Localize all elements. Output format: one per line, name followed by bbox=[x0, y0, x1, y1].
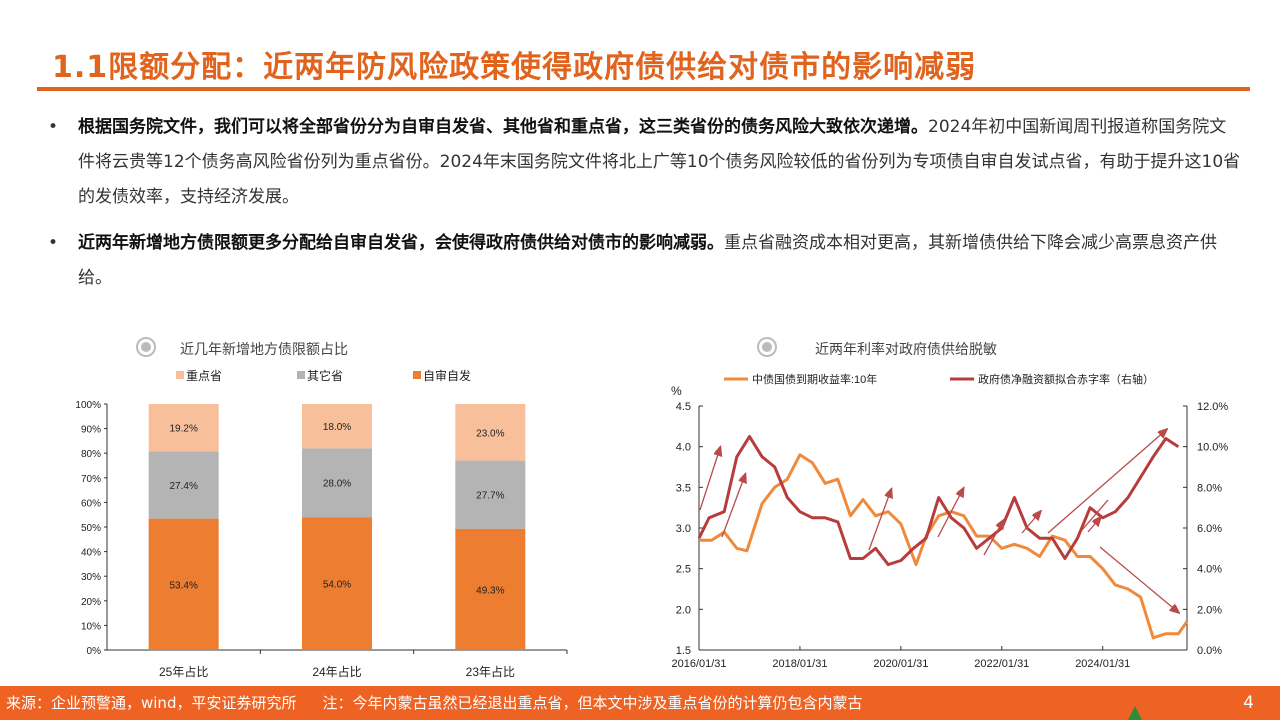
y-tick-label: 50% bbox=[81, 523, 101, 534]
bullet-text: 2024年初中国新闻周刊报道称国务院文件将云贵等12个债务高风险省份列为重点省份… bbox=[78, 117, 1241, 207]
legend: 中债国债到期收益率:10年 政府债净融资额拟合赤字率（右轴） bbox=[724, 372, 1154, 386]
data-label: 53.4% bbox=[169, 580, 197, 591]
arrow-up bbox=[721, 475, 745, 538]
y2-tick-label: 4.0% bbox=[1197, 564, 1222, 576]
data-label: 49.3% bbox=[476, 585, 504, 596]
y-tick-label: 3.0 bbox=[676, 523, 691, 535]
arrow-down bbox=[1099, 546, 1178, 612]
data-label: 23.0% bbox=[476, 428, 504, 439]
y-tick-label: 20% bbox=[81, 597, 101, 608]
x-tick-label: 23年占比 bbox=[466, 664, 515, 679]
legend-label: 政府债净融资额拟合赤字率（右轴） bbox=[978, 372, 1154, 386]
y-tick-label: 1.5 bbox=[676, 645, 691, 657]
x-tick-label: 2016/01/31 bbox=[671, 658, 726, 670]
logo-icon bbox=[1128, 706, 1142, 720]
y-tick-label: 60% bbox=[81, 498, 101, 509]
data-label: 27.7% bbox=[476, 491, 504, 502]
x-tick-label: 2022/01/31 bbox=[974, 658, 1029, 670]
y-tick-label: 3.5 bbox=[676, 482, 691, 494]
y2-tick-label: 2.0% bbox=[1197, 604, 1222, 616]
arrow-up bbox=[1047, 430, 1166, 534]
y-tick-label: 2.0 bbox=[676, 604, 691, 616]
bar-segment bbox=[455, 528, 526, 650]
footer-bar: 来源：企业预警通，wind，平安证券研究所 注：今年内蒙古虽然已经退出重点省，但本… bbox=[0, 686, 1280, 720]
arrow-up bbox=[868, 490, 891, 551]
page-number: 4 bbox=[1243, 693, 1254, 713]
y-tick-label: 4.5 bbox=[676, 401, 691, 413]
bullet-item: • 近两年新增地方债限额更多分配给自审自发省，会使得政府债供给对债市的影响减弱。… bbox=[48, 226, 1243, 296]
y-tick-label: 4.0 bbox=[676, 442, 691, 454]
arrow-up bbox=[699, 448, 720, 511]
legend-swatch bbox=[413, 371, 421, 379]
series-line bbox=[697, 435, 1180, 567]
legend-swatch bbox=[297, 371, 305, 379]
y-tick-label: 40% bbox=[81, 548, 101, 559]
title-bullet-icon bbox=[136, 337, 156, 357]
title-bullet-icon bbox=[757, 337, 777, 357]
bullet-dot: • bbox=[48, 117, 59, 137]
bullet-text: 重点省融资成本相对更高，其新增债供给下降会减少高票息资产供给。 bbox=[78, 233, 1217, 288]
legend-label: 自审自发 bbox=[423, 368, 471, 383]
x-tick-label: 24年占比 bbox=[312, 664, 361, 679]
stacked-bar-chart: 近几年新增地方债限额占比 重点省 其它省 自审自发 0% 10% 20% 30% 40% 50… bbox=[75, 337, 568, 679]
y-tick-label: 100% bbox=[75, 400, 101, 411]
bar-segment bbox=[302, 448, 372, 518]
legend-label: 其它省 bbox=[307, 368, 343, 383]
bar-segment bbox=[302, 404, 372, 449]
legend-label: 重点省 bbox=[186, 369, 222, 383]
legend-swatch bbox=[176, 371, 184, 379]
y-axis-label: % bbox=[671, 384, 682, 398]
arrow-up bbox=[983, 521, 1003, 556]
bullet-bold-text: 近两年新增地方债限额更多分配给自审自发省，会使得政府债供给对债市的影响减弱。 bbox=[78, 233, 724, 253]
chart-title: 近两年利率对政府债供给脱敏 bbox=[815, 341, 997, 357]
y-tick-label: 90% bbox=[81, 425, 101, 436]
bar-segment bbox=[455, 460, 526, 529]
title-divider bbox=[37, 87, 1250, 91]
bar-segment bbox=[148, 451, 219, 519]
arrow-up bbox=[1021, 512, 1040, 534]
x-tick-label: 2024/01/31 bbox=[1075, 658, 1130, 670]
trend-arrows bbox=[699, 430, 1178, 612]
y-tick-label: 10% bbox=[81, 621, 101, 632]
x-tick-label: 25年占比 bbox=[159, 664, 208, 679]
page-title: 1.1限额分配：近两年防风险政策使得政府债供给对债市的影响减弱 bbox=[52, 50, 977, 85]
bar-segment bbox=[148, 404, 219, 452]
bar-segment bbox=[455, 404, 526, 461]
data-label: 18.0% bbox=[323, 422, 351, 433]
legend: 重点省 其它省 自审自发 bbox=[176, 368, 471, 383]
bullet-dot: • bbox=[48, 233, 59, 253]
x-tick-label: 2020/01/31 bbox=[873, 658, 928, 670]
y-tick-label: 30% bbox=[81, 572, 101, 583]
data-label: 54.0% bbox=[323, 580, 351, 591]
title-bullet-icon-inner bbox=[762, 342, 772, 352]
arrow-up bbox=[1087, 518, 1100, 533]
x-tick-label: 2018/01/31 bbox=[772, 658, 827, 670]
y2-tick-label: 6.0% bbox=[1197, 523, 1222, 535]
y2-tick-label: 0.0% bbox=[1197, 645, 1222, 657]
data-label: 28.0% bbox=[323, 479, 351, 490]
arrow-segment bbox=[1081, 499, 1109, 531]
y2-tick-label: 10.0% bbox=[1197, 442, 1228, 454]
series-line bbox=[699, 453, 1189, 640]
data-label: 27.4% bbox=[169, 481, 197, 492]
y-tick-label: 70% bbox=[81, 474, 101, 485]
chart-title: 近几年新增地方债限额占比 bbox=[180, 341, 348, 357]
bar-segment bbox=[148, 518, 219, 650]
y-tick-label: 0% bbox=[87, 646, 102, 657]
note-text: 注：今年内蒙古虽然已经退出重点省，但本文中涉及重点省份的计算仍包含内蒙古 bbox=[322, 694, 863, 712]
bullet-bold-text: 根据国务院文件，我们可以将全部省份分为自审自发省、其他省和重点省，这三类省份的债… bbox=[78, 117, 928, 137]
y2-tick-label: 12.0% bbox=[1197, 401, 1228, 413]
arrow-up bbox=[937, 489, 963, 538]
source-text: 来源：企业预警通，wind，平安证券研究所 bbox=[6, 694, 297, 712]
bar-segment bbox=[302, 517, 372, 650]
y2-tick-label: 8.0% bbox=[1197, 482, 1222, 494]
line-chart: 近两年利率对政府债供给脱敏 % 中债国债到期收益率:10年 政府债净融资额拟合赤字… bbox=[671, 337, 1228, 670]
y-tick-label: 2.5 bbox=[676, 564, 691, 576]
data-label: 19.2% bbox=[169, 424, 197, 435]
legend-label: 中债国债到期收益率:10年 bbox=[752, 372, 877, 386]
bullet-item: • 根据国务院文件，我们可以将全部省份分为自审自发省、其他省和重点省，这三类省份… bbox=[48, 110, 1243, 215]
title-bullet-icon-inner bbox=[141, 342, 151, 352]
y-tick-label: 80% bbox=[81, 449, 101, 460]
